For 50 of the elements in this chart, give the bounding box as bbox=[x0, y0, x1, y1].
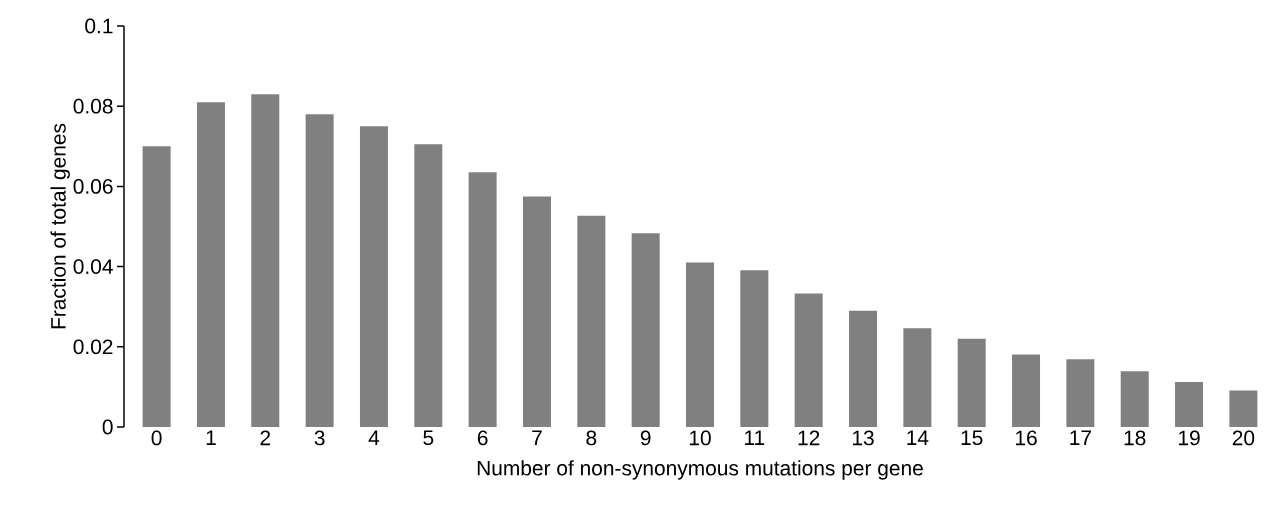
bar bbox=[849, 310, 878, 427]
bar bbox=[142, 146, 171, 427]
y-tick-label: 0.04 bbox=[73, 259, 113, 274]
x-tick-label: 16 bbox=[1015, 430, 1037, 446]
x-tick-label: 7 bbox=[532, 430, 542, 445]
bar bbox=[903, 328, 932, 427]
bar bbox=[577, 215, 606, 427]
bar bbox=[957, 338, 986, 427]
x-tick-label: 3 bbox=[314, 430, 325, 446]
bar bbox=[305, 114, 334, 427]
x-tick-label: 14 bbox=[907, 430, 929, 445]
x-tick-label: 9 bbox=[640, 430, 651, 446]
bar bbox=[794, 293, 823, 427]
bar bbox=[251, 94, 280, 427]
bar bbox=[1012, 354, 1041, 427]
x-tick-label: 2 bbox=[260, 430, 271, 446]
bar bbox=[686, 262, 714, 427]
x-tick-label: 8 bbox=[586, 430, 597, 446]
bar bbox=[740, 270, 769, 427]
y-tick-label: 0.1 bbox=[85, 18, 113, 34]
x-axis-title: Number of non-synonymous mutations per gene bbox=[477, 460, 923, 480]
bar bbox=[1066, 359, 1095, 427]
x-tick-label: 6 bbox=[477, 430, 488, 446]
x-tick-label: 4 bbox=[368, 430, 380, 445]
x-tick-label: 5 bbox=[423, 430, 434, 446]
y-axis-title: Fraction of total genes bbox=[50, 123, 70, 329]
bar bbox=[1229, 390, 1258, 427]
x-tick-label: 12 bbox=[798, 430, 820, 446]
x-tick-label: 20 bbox=[1232, 430, 1255, 446]
x-tick-label: 19 bbox=[1179, 430, 1200, 446]
bar bbox=[196, 102, 225, 427]
y-tick-label: 0 bbox=[102, 419, 113, 435]
bar bbox=[1120, 371, 1149, 427]
x-tick-label: 1 bbox=[206, 430, 216, 445]
x-tick-label: 17 bbox=[1070, 430, 1091, 445]
x-tick-label: 10 bbox=[689, 430, 711, 446]
bar bbox=[359, 126, 388, 427]
x-tick-label: 13 bbox=[852, 430, 874, 446]
bar bbox=[468, 172, 497, 427]
x-tick-label: 15 bbox=[961, 430, 983, 446]
y-tick-label: 0.06 bbox=[73, 178, 113, 194]
x-tick-label: 18 bbox=[1124, 430, 1146, 446]
bar bbox=[631, 233, 660, 427]
x-tick-label: 0 bbox=[151, 430, 162, 446]
y-tick-label: 0.02 bbox=[73, 339, 113, 355]
x-tick-label: 11 bbox=[745, 430, 765, 445]
bar bbox=[1175, 382, 1204, 427]
bar bbox=[414, 144, 443, 427]
y-tick-label: 0.08 bbox=[73, 98, 113, 114]
bar bbox=[522, 196, 551, 427]
